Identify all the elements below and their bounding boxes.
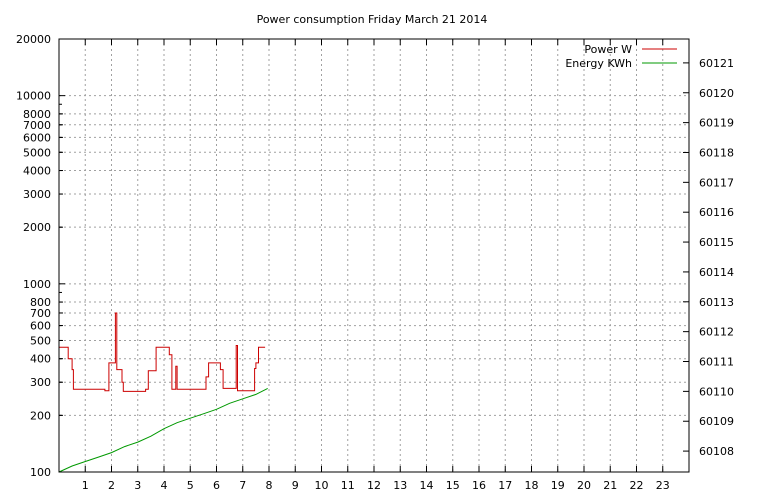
- y2-tick-label: 60119: [699, 117, 734, 130]
- y-tick-label: 100: [30, 466, 51, 479]
- y-tick-label: 4000: [23, 165, 51, 178]
- x-tick-label: 1: [82, 479, 89, 492]
- y2-tick-label: 60115: [699, 236, 734, 249]
- x-tick-label: 3: [134, 479, 141, 492]
- x-tick-label: 12: [367, 479, 381, 492]
- y2-tick-label: 60112: [699, 326, 734, 339]
- y-tick-label: 10000: [16, 90, 51, 103]
- y-tick-label: 600: [30, 320, 51, 333]
- x-tick-label: 17: [498, 479, 512, 492]
- y-tick-label: 1000: [23, 278, 51, 291]
- y2-tick-label: 60121: [699, 57, 734, 70]
- x-tick-label: 13: [393, 479, 407, 492]
- x-tick-label: 23: [656, 479, 670, 492]
- x-tick-label: 15: [446, 479, 460, 492]
- y-tick-label: 8000: [23, 108, 51, 121]
- x-tick-label: 20: [577, 479, 591, 492]
- x-tick-label: 4: [161, 479, 168, 492]
- x-tick-label: 11: [341, 479, 355, 492]
- y-tick-label: 200: [30, 409, 51, 422]
- series-line-energy: [58, 387, 268, 473]
- x-tick-label: 8: [266, 479, 273, 492]
- x-tick-label: 6: [213, 479, 220, 492]
- x-tick-label: 22: [630, 479, 644, 492]
- legend: Power W Energy KWh: [565, 43, 677, 70]
- y-tick-label: 500: [30, 334, 51, 347]
- y-tick-label: 5000: [23, 146, 51, 159]
- x-tick-label: 14: [420, 479, 434, 492]
- x-tick-label: 5: [187, 479, 194, 492]
- y2-tick-label: 60108: [699, 445, 734, 458]
- y-tick-label: 400: [30, 353, 51, 366]
- y-tick-label: 20000: [16, 33, 51, 46]
- y-tick-label: 700: [30, 307, 51, 320]
- y2-tick-label: 60114: [699, 266, 734, 279]
- y-tick-label: 7000: [23, 119, 51, 132]
- series-line-power: [59, 312, 266, 392]
- axes: 1 2 3 4 5 6 7 8 9 10 11 12 13 14 15 16 17 18 19 20 21 22 23100…: [16, 33, 734, 492]
- y2-tick-label: 60118: [699, 146, 734, 159]
- x-tick-label: 21: [603, 479, 617, 492]
- y2-tick-label: 60120: [699, 87, 734, 100]
- y-tick-label: 300: [30, 376, 51, 389]
- x-tick-label: 10: [315, 479, 329, 492]
- y2-tick-label: 60116: [699, 206, 734, 219]
- y2-tick-label: 60109: [699, 415, 734, 428]
- chart-title: Power consumption Friday March 21 2014: [257, 13, 488, 26]
- y-tick-label: 3000: [23, 188, 51, 201]
- x-tick-label: 7: [239, 479, 246, 492]
- x-tick-label: 16: [472, 479, 486, 492]
- legend-label-power: Power W: [584, 43, 632, 56]
- y2-tick-label: 60117: [699, 176, 734, 189]
- legend-label-energy: Energy KWh: [565, 57, 632, 70]
- x-tick-label: 18: [525, 479, 539, 492]
- x-tick-label: 9: [292, 479, 299, 492]
- x-tick-label: 19: [551, 479, 565, 492]
- series-layer: [58, 312, 268, 473]
- y2-tick-label: 60111: [699, 356, 734, 369]
- y-tick-label: 800: [30, 296, 51, 309]
- y-tick-label: 2000: [23, 221, 51, 234]
- y2-tick-label: 60113: [699, 296, 734, 309]
- x-tick-label: 2: [108, 479, 115, 492]
- grid: [59, 39, 689, 472]
- y-tick-label: 6000: [23, 131, 51, 144]
- y2-tick-label: 60110: [699, 385, 734, 398]
